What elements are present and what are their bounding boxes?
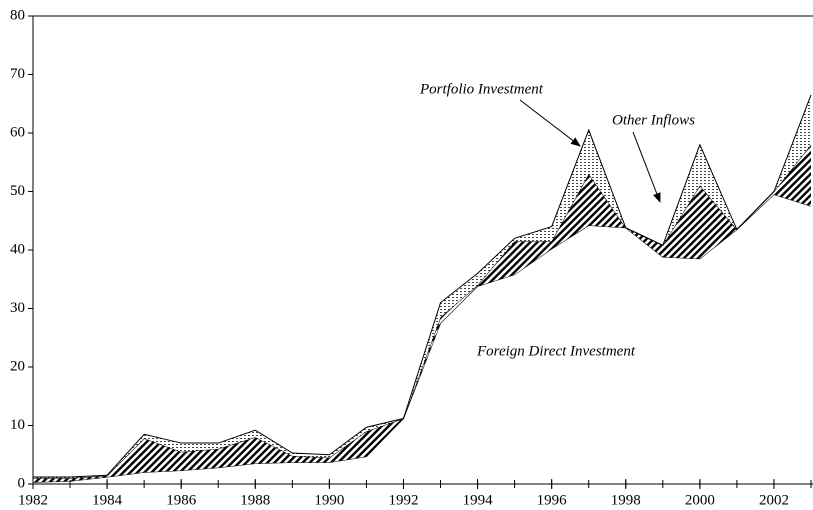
x-tick-label: 1992 xyxy=(388,492,418,508)
x-tick-label: 1984 xyxy=(92,492,123,508)
y-tick-label: 10 xyxy=(10,417,25,433)
x-tick-label: 1990 xyxy=(314,492,344,508)
x-tick-label: 1996 xyxy=(537,492,568,508)
y-tick-label: 40 xyxy=(10,241,25,257)
y-tick-label: 20 xyxy=(10,358,25,374)
y-tick-label: 60 xyxy=(10,124,25,140)
series-label: Other Inflows xyxy=(612,112,695,128)
x-tick-label: 1986 xyxy=(166,492,197,508)
x-tick-label: 1982 xyxy=(18,492,48,508)
y-tick-label: 0 xyxy=(18,475,26,491)
series-label: Portfolio Investment xyxy=(419,81,544,97)
x-tick-label: 2002 xyxy=(759,492,789,508)
x-tick-label: 1998 xyxy=(611,492,641,508)
y-tick-label: 80 xyxy=(10,7,25,23)
area xyxy=(33,194,811,485)
y-tick-label: 50 xyxy=(10,183,25,199)
series-label: Foreign Direct Investment xyxy=(476,343,636,359)
annotation-arrow xyxy=(632,131,661,203)
x-tick-label: 1994 xyxy=(463,492,494,508)
x-tick-label: 2000 xyxy=(685,492,715,508)
area-edge xyxy=(33,94,812,478)
annotation-arrow xyxy=(519,99,581,147)
y-tick-label: 30 xyxy=(10,300,25,316)
y-tick-label: 70 xyxy=(10,66,25,82)
x-tick-label: 1988 xyxy=(240,492,270,508)
